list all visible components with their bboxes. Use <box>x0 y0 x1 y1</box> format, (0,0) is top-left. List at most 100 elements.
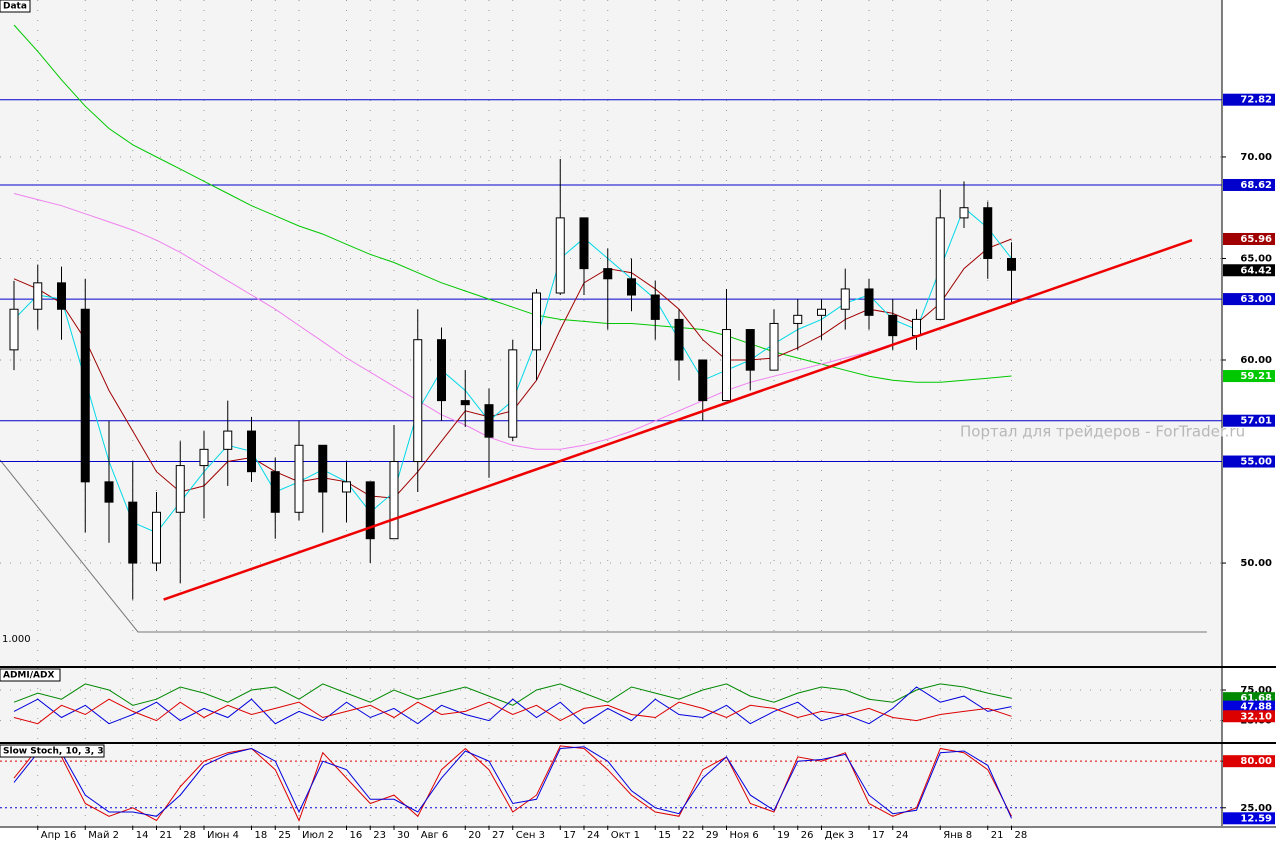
candle-body <box>674 318 684 361</box>
price-label-box <box>1223 700 1275 713</box>
x-tick-label: Янв 8 <box>943 830 972 841</box>
watermark: Портал для трейдеров - ForTrader.ru <box>960 423 1245 441</box>
x-tick-label: 26 <box>801 830 814 841</box>
candle-body <box>104 481 114 503</box>
price-label-box <box>1223 232 1275 245</box>
y-tick-label: 25.00 <box>1240 803 1272 814</box>
price-label: 72.82 <box>1240 95 1272 106</box>
y-tick-label: 60.00 <box>1240 355 1272 366</box>
candle-body <box>57 282 66 310</box>
candle-body <box>437 339 446 402</box>
x-tick-label: Апр 16 <box>41 830 77 841</box>
plot-background <box>0 0 1222 826</box>
x-tick-label: 21 <box>991 830 1004 841</box>
fib-label: 1.000 <box>2 634 31 645</box>
x-tick-label: 18 <box>255 830 268 841</box>
x-tick-label: 16 <box>350 830 363 841</box>
price-label: 63.00 <box>1240 294 1272 305</box>
price-label: 57.01 <box>1240 416 1272 427</box>
candle-body <box>152 511 161 564</box>
x-tick-label: 17 <box>563 830 576 841</box>
candle-body <box>270 471 280 513</box>
candle-body <box>745 329 755 371</box>
x-tick-label: 19 <box>777 830 790 841</box>
x-tick-label: 14 <box>136 830 149 841</box>
x-tick-label: Авг 6 <box>421 830 449 841</box>
y-tick-label: 75.00 <box>1240 685 1272 696</box>
x-tick-label: Май 2 <box>88 830 119 841</box>
indicator-line <box>13 698 1012 725</box>
candle-body <box>413 339 423 463</box>
candle-body <box>888 314 898 337</box>
x-tick-label: 24 <box>587 830 600 841</box>
candle-body <box>1007 257 1016 271</box>
candle-body <box>223 430 233 450</box>
candle-body <box>603 268 613 280</box>
x-tick-label: 21 <box>160 830 173 841</box>
x-tick-label: Окт 1 <box>611 830 640 841</box>
candle-body <box>650 294 660 320</box>
candle-body <box>389 461 399 540</box>
candle-body <box>294 444 304 513</box>
x-tick-label: 20 <box>468 830 481 841</box>
price-label: 68.62 <box>1240 180 1272 191</box>
price-label: 12.59 <box>1240 813 1272 824</box>
candle-body <box>698 359 708 402</box>
candle-body <box>484 404 494 438</box>
price-label-box <box>1223 455 1275 468</box>
panel-title: ADMI/ADX <box>3 671 54 681</box>
price-label-box <box>1223 178 1275 191</box>
candle-body <box>983 207 993 259</box>
candle-body <box>627 278 636 296</box>
price-label: 64.42 <box>1240 265 1272 276</box>
y-tick-label: 50.00 <box>1240 558 1272 569</box>
x-tick-label: 24 <box>896 830 909 841</box>
x-tick-label: 28 <box>1015 830 1028 841</box>
x-tick-label: Ноя 6 <box>730 830 759 841</box>
candle-body <box>508 349 518 438</box>
panel-tag-box <box>0 668 61 682</box>
x-tick-label: 29 <box>706 830 719 841</box>
candle-body <box>80 308 90 483</box>
y-tick-label: 65.00 <box>1240 253 1272 264</box>
x-tick-label: Июл 2 <box>302 830 334 841</box>
candle-body <box>817 308 826 316</box>
fibonacci-tool <box>0 459 1207 633</box>
price-label-box <box>1223 370 1275 383</box>
price-label: 32.10 <box>1240 711 1272 722</box>
y-tick-label: 70.00 <box>1240 152 1272 163</box>
candle-body <box>579 217 589 270</box>
trend-line <box>163 239 1193 601</box>
candle-body <box>840 288 850 310</box>
x-tick-label: 27 <box>492 830 505 841</box>
candle-body <box>9 308 19 351</box>
price-label: 80.00 <box>1240 756 1272 767</box>
candle-body <box>555 217 565 294</box>
indicator-line <box>13 745 1012 822</box>
indicator-line <box>13 746 1012 819</box>
candle-body <box>365 481 375 540</box>
price-label-box <box>1223 93 1275 106</box>
price-label: 65.96 <box>1240 234 1272 245</box>
x-tick-label: 23 <box>373 830 386 841</box>
panel-tag-box <box>0 744 105 758</box>
candle-body <box>722 329 731 402</box>
candle-body <box>318 444 328 493</box>
price-label-box <box>1223 812 1275 825</box>
panel-tag-box <box>0 0 31 13</box>
x-tick-label: 17 <box>872 830 885 841</box>
price-label: 59.21 <box>1240 371 1272 382</box>
price-label-box <box>1223 755 1275 768</box>
price-label: 55.00 <box>1240 457 1272 468</box>
x-tick-label: 30 <box>397 830 410 841</box>
candle-body <box>128 501 138 564</box>
x-tick-label: 22 <box>682 830 695 841</box>
candle-body <box>33 282 43 310</box>
candle-body <box>342 481 351 493</box>
candle-body <box>460 400 470 406</box>
x-tick-label: 25 <box>278 830 291 841</box>
candle-body <box>532 292 541 351</box>
indicator-line <box>13 193 1012 450</box>
